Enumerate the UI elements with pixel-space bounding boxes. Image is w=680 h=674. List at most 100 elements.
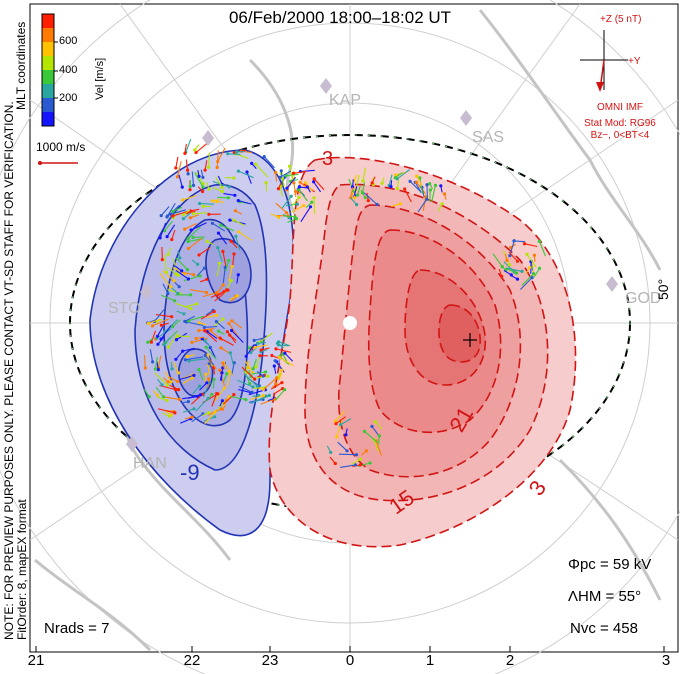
velocity-vector [345, 428, 348, 435]
velocity-vector [260, 398, 276, 405]
velocity-vector-origin [201, 204, 205, 208]
velocity-vector [521, 273, 534, 286]
velocity-vector [278, 344, 289, 347]
velocity-vector [213, 318, 224, 327]
velocity-vector [194, 172, 204, 188]
potential-maximum-marker [463, 333, 477, 347]
velocity-vector [235, 236, 241, 251]
velocity-vector [313, 197, 316, 214]
velocity-vector [174, 265, 183, 272]
velocity-vector [263, 377, 278, 390]
velocity-vector [172, 211, 187, 217]
velocity-vector [172, 319, 181, 328]
velocity-vector [209, 347, 216, 359]
velocity-vector [159, 222, 167, 239]
velocity-vector [152, 390, 158, 396]
velocity-vector [218, 330, 225, 335]
velocity-vector [157, 355, 162, 368]
velocity-vector-origin [288, 164, 292, 168]
station-kap: KAP [329, 92, 361, 109]
velocity-vector [275, 202, 287, 214]
velocity-vector [148, 318, 161, 325]
mlt-tick-1: 1 [425, 652, 435, 669]
velocity-vector [524, 243, 538, 248]
velocity-vector [511, 275, 518, 280]
velocity-vector [159, 272, 172, 288]
velocity-vector [176, 310, 185, 315]
velocity-vector [254, 344, 268, 348]
velocity-vector [175, 269, 189, 280]
velocity-vector [287, 218, 297, 224]
velocity-vector-origin [439, 184, 443, 188]
velocity-vector [375, 440, 382, 456]
velocity-vector-origin [279, 169, 283, 173]
velocity-vector [271, 383, 277, 389]
velocity-vector-origin [522, 242, 527, 246]
velocity-vector [503, 261, 515, 273]
velocity-vector [261, 347, 270, 351]
colorbar-tick-400: 400 [59, 64, 78, 76]
velocity-vector [207, 152, 211, 168]
velocity-vector [184, 416, 193, 420]
velocity-vector [188, 358, 207, 362]
velocity-vector [161, 412, 170, 417]
velocity-vector [164, 371, 172, 383]
velocity-vector [503, 270, 512, 276]
station-marker-sto [140, 284, 152, 300]
velocity-vector [337, 441, 348, 452]
velocity-vector [275, 172, 278, 182]
velocity-vector [204, 374, 207, 384]
velocity-vector [157, 396, 168, 402]
velocity-vector-origin [197, 329, 201, 333]
station-marker-god [606, 276, 618, 292]
mlt-tick-3: 3 [661, 652, 671, 669]
velocity-vector-origin [215, 165, 219, 170]
velocity-vector [183, 209, 191, 216]
velocity-vector [229, 352, 234, 366]
velocity-vector [171, 229, 176, 240]
velocity-vector [197, 170, 200, 177]
velocity-vector [251, 163, 257, 169]
contour-label-3-top: 3 [322, 148, 333, 170]
colorbar-border [41, 13, 55, 127]
velocity-vector-origin [232, 151, 236, 155]
side-note-line-2: FitOrder: 8, mapEX format [15, 499, 29, 640]
velocity-vector [245, 344, 255, 357]
reference-vector-label: 1000 m/s [36, 140, 86, 154]
velocity-vector [437, 203, 443, 212]
velocity-vector [353, 186, 358, 196]
velocity-vectors [143, 138, 546, 468]
velocity-vector [255, 357, 260, 368]
velocity-vector [299, 186, 307, 189]
velocity-vector [291, 197, 300, 207]
mlt-coordinates-note: MLT coordinates [14, 21, 28, 110]
velocity-vector [152, 318, 169, 327]
side-note: NOTE: FOR PREVIEW PURPOSES ONLY. PLEASE … [2, 40, 29, 640]
colorbar-label: Vel [m/s] [94, 57, 106, 100]
velocity-vector [241, 366, 256, 380]
velocity-vector [156, 378, 163, 386]
velocity-vector [257, 341, 266, 345]
velocity-vector [200, 311, 215, 320]
mlt-tick-2: 2 [505, 652, 515, 669]
velocity-vector [153, 309, 165, 322]
velocity-vector [335, 416, 347, 425]
velocity-vector [173, 361, 179, 374]
colorbar-segment [42, 14, 54, 29]
velocity-vector [213, 367, 216, 375]
velocity-vector [220, 224, 235, 232]
velocity-vector-origin [312, 196, 316, 200]
velocity-vector [215, 176, 223, 188]
velocity-vector [156, 328, 172, 339]
velocity-vector [195, 397, 209, 412]
colorbar-segment [42, 70, 54, 85]
velocity-vector [350, 197, 358, 205]
velocity-vector [285, 203, 298, 207]
contour-label-neg9: -9 [180, 460, 200, 485]
velocity-vector [340, 464, 356, 468]
velocity-vector [429, 189, 431, 202]
velocity-vector [185, 356, 204, 361]
velocity-vector-origin [202, 325, 206, 329]
velocity-vector [177, 250, 181, 259]
velocity-vector [238, 388, 252, 394]
